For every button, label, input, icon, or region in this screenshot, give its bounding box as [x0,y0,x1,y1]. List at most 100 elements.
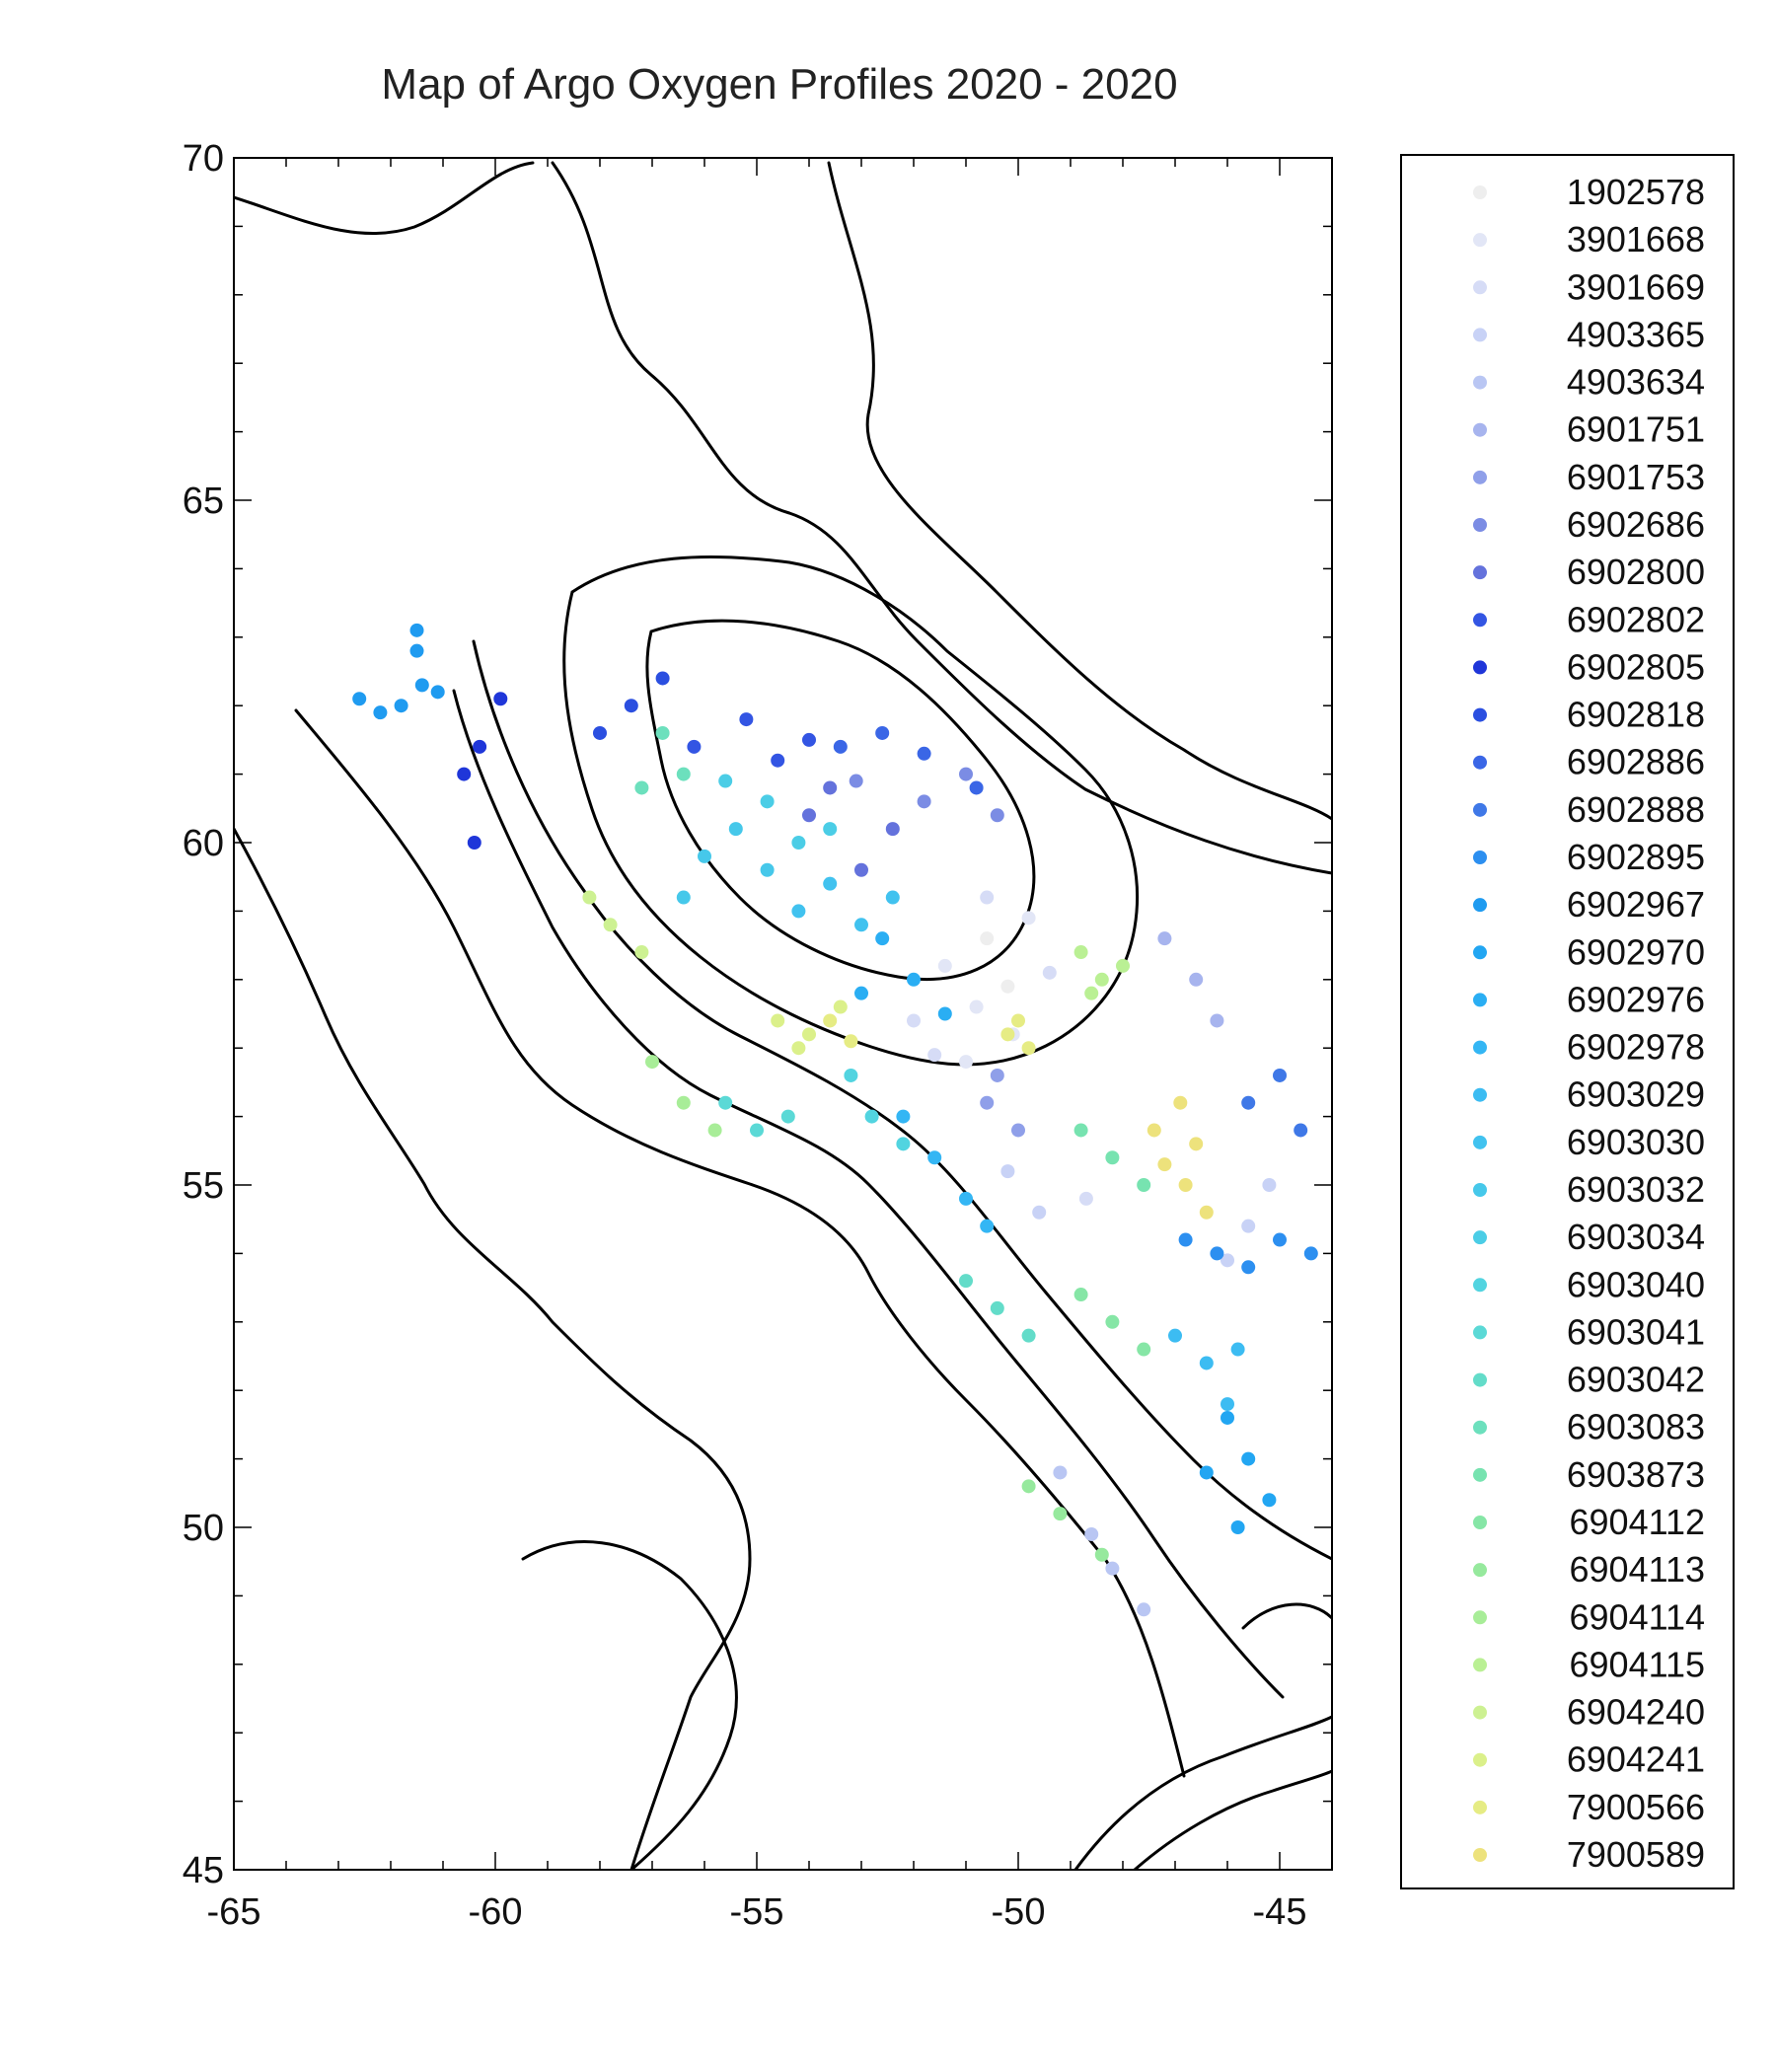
legend-label: 6902800 [1567,552,1705,592]
profile-point [352,692,367,706]
profile-point [394,699,408,713]
profile-point [823,876,838,891]
legend-label: 3901669 [1567,266,1705,307]
profile-point [959,1191,973,1206]
legend-label: 7900589 [1567,1834,1705,1875]
profile-point [896,1137,911,1151]
legend-label: 6902976 [1567,979,1705,1019]
legend-marker [1473,1705,1487,1720]
legend-label: 6903034 [1567,1217,1705,1257]
newfoundland-coast-contour [521,1540,738,1870]
profile-point [959,767,973,781]
profile-point [1032,1205,1047,1220]
profile-point [1021,1041,1036,1056]
profile-point [771,753,785,768]
profile-point [844,1034,858,1049]
legend-marker [1473,470,1487,484]
profile-point [937,1006,952,1021]
legend-marker [1473,518,1487,532]
profile-point [1262,1178,1277,1192]
profile-point [1000,979,1015,994]
profile-point [1105,1150,1120,1165]
legend-marker [1473,1420,1487,1435]
legend-label: 6904113 [1570,1549,1705,1590]
y-tick-label: 45 [183,1850,224,1891]
profile-point [917,746,931,761]
profile-point [593,725,607,740]
profile-point [1241,1451,1256,1466]
profile-point [1241,1095,1256,1110]
legend-marker [1473,422,1487,437]
y-tick-label: 70 [183,138,224,180]
legend-marker [1473,185,1487,199]
legend-label: 1902578 [1567,172,1705,212]
profile-point [676,890,691,905]
legend-marker [1473,1278,1487,1293]
legend-marker [1473,707,1487,722]
legend-marker [1473,565,1487,580]
x-axis: -65 -60 -55 -50 -45 [207,158,1333,1933]
legend-label: 6904114 [1570,1596,1705,1637]
profile-point [885,822,900,837]
profile-point [1042,965,1057,980]
legend-label: 6904115 [1570,1644,1705,1684]
profile-point [1178,1232,1193,1247]
y-tick-label: 50 [183,1508,224,1549]
profile-point [1199,1465,1214,1480]
profile-point [1221,1410,1234,1425]
profile-point [634,780,649,795]
legend-label: 6903083 [1567,1407,1705,1447]
legend-marker [1473,1610,1487,1625]
y-axis: 45 50 55 60 65 70 [183,138,1332,1891]
profile-point [1221,1253,1234,1268]
profile-point [791,836,806,850]
legend-label: 6902686 [1567,504,1705,545]
basin-contour-2 [645,619,1036,981]
y-tick-label: 55 [183,1165,224,1207]
profile-point [875,725,890,740]
profile-point [1199,1205,1214,1220]
profile-point [676,1095,691,1110]
profile-point [739,712,754,727]
profile-point [760,794,775,809]
profile-point [1230,1342,1245,1357]
profile-point [1189,972,1204,987]
profile-point [1294,1123,1308,1138]
profile-point [802,1027,816,1042]
profile-point [624,699,638,713]
legend-label: 6903042 [1567,1360,1705,1400]
legend-marker [1473,1135,1487,1149]
x-tick-label: -55 [730,1891,784,1933]
profile-point [771,1013,785,1028]
legend-box [1400,154,1735,1889]
profile-point [1021,1328,1036,1343]
profile-point [414,678,429,693]
legend-marker [1473,1467,1487,1482]
profile-point [707,1123,722,1138]
legend-marker [1473,1563,1487,1578]
baffin-coast-contour [234,161,535,235]
legend-label: 6902818 [1567,695,1705,735]
profile-point [1221,1397,1234,1412]
bathymetry-contours [234,161,1332,1870]
profile-point [430,685,445,700]
profile-point [1241,1219,1256,1233]
profile-point [854,918,868,932]
profile-point [1011,1123,1025,1138]
profile-point [1094,972,1109,987]
legend-marker [1473,851,1487,864]
legend-marker [1473,898,1487,913]
profile-point [917,794,931,809]
legend: 1902578 3901668 3901669 4903365 4903634 69017… [1400,154,1735,1889]
legend-marker [1473,1230,1487,1245]
profile-point [457,767,472,781]
profile-point [980,890,995,905]
profile-point [1137,1178,1151,1192]
legend-label: 6903030 [1567,1122,1705,1162]
profile-point [409,623,424,637]
profile-point [1000,1027,1015,1042]
profile-point [1137,1602,1151,1617]
profile-point [980,931,995,946]
profile-point [1262,1493,1277,1508]
profile-point [1053,1507,1068,1521]
